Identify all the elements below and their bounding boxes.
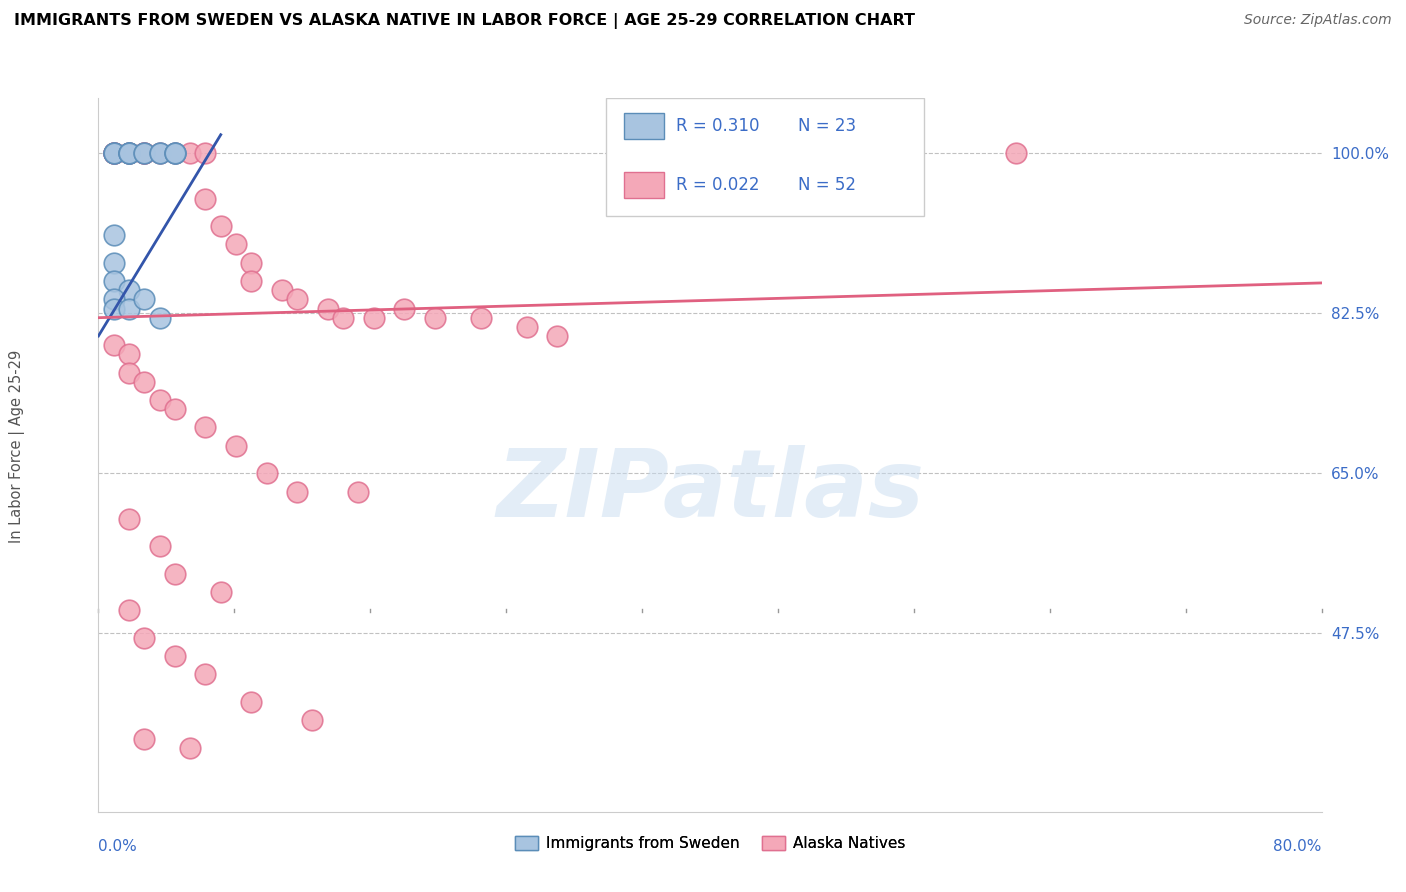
FancyBboxPatch shape xyxy=(624,172,664,198)
Point xyxy=(163,146,186,161)
Point xyxy=(316,301,339,316)
FancyBboxPatch shape xyxy=(606,98,924,216)
Point xyxy=(240,274,263,288)
Point xyxy=(163,402,186,417)
Point xyxy=(270,283,292,297)
Point xyxy=(118,347,141,361)
Point xyxy=(256,467,278,481)
Point xyxy=(301,713,323,727)
Point xyxy=(209,219,232,234)
Point xyxy=(134,146,156,161)
Point xyxy=(347,484,370,499)
Text: N = 23: N = 23 xyxy=(799,117,856,135)
Point xyxy=(179,146,201,161)
Text: Source: ZipAtlas.com: Source: ZipAtlas.com xyxy=(1244,13,1392,28)
Point xyxy=(240,256,263,270)
Point xyxy=(423,310,446,325)
Point xyxy=(118,146,141,161)
Point xyxy=(103,301,125,316)
Point xyxy=(285,293,308,307)
Text: ZIPatlas: ZIPatlas xyxy=(496,444,924,537)
Point xyxy=(194,192,217,206)
Legend: Immigrants from Sweden, Alaska Natives: Immigrants from Sweden, Alaska Natives xyxy=(509,830,911,857)
Point xyxy=(149,146,172,161)
Point xyxy=(149,392,172,407)
Point xyxy=(118,512,141,526)
Point xyxy=(118,603,141,617)
Point xyxy=(194,667,217,681)
Point xyxy=(163,146,186,161)
Point xyxy=(179,740,201,755)
Point xyxy=(134,146,156,161)
Point xyxy=(470,310,492,325)
Point xyxy=(103,256,125,270)
Point xyxy=(149,146,172,161)
Point xyxy=(118,283,141,297)
Point xyxy=(546,329,568,343)
Point xyxy=(118,146,141,161)
Point xyxy=(134,631,156,645)
Text: 80.0%: 80.0% xyxy=(1274,839,1322,854)
Point xyxy=(134,146,156,161)
Text: In Labor Force | Age 25-29: In Labor Force | Age 25-29 xyxy=(8,350,25,542)
Point xyxy=(118,301,141,316)
Point xyxy=(134,375,156,389)
Point xyxy=(163,566,186,581)
Point xyxy=(134,293,156,307)
Point xyxy=(149,146,172,161)
Point xyxy=(103,228,125,243)
Point xyxy=(149,540,172,554)
Text: R = 0.022: R = 0.022 xyxy=(676,177,759,194)
Point xyxy=(134,146,156,161)
Point xyxy=(134,146,156,161)
Point xyxy=(163,146,186,161)
Text: N = 52: N = 52 xyxy=(799,177,856,194)
Point xyxy=(163,649,186,664)
Text: R = 0.310: R = 0.310 xyxy=(676,117,759,135)
Point xyxy=(103,338,125,352)
Point xyxy=(332,310,354,325)
Point xyxy=(118,146,141,161)
Point xyxy=(285,484,308,499)
Point xyxy=(134,731,156,746)
Point xyxy=(1004,146,1026,161)
Point xyxy=(103,146,125,161)
Point xyxy=(194,420,217,434)
Text: 0.0%: 0.0% xyxy=(98,839,138,854)
Point xyxy=(363,310,385,325)
Point xyxy=(194,146,217,161)
Point xyxy=(240,695,263,709)
Point xyxy=(103,146,125,161)
Point xyxy=(118,146,141,161)
Point xyxy=(103,274,125,288)
Text: IMMIGRANTS FROM SWEDEN VS ALASKA NATIVE IN LABOR FORCE | AGE 25-29 CORRELATION C: IMMIGRANTS FROM SWEDEN VS ALASKA NATIVE … xyxy=(14,13,915,29)
Point xyxy=(209,585,232,599)
Point xyxy=(225,439,247,453)
Point xyxy=(392,301,416,316)
Point xyxy=(103,146,125,161)
Point xyxy=(149,310,172,325)
Point xyxy=(103,146,125,161)
Point xyxy=(118,146,141,161)
Point xyxy=(118,366,141,380)
Point xyxy=(103,293,125,307)
Point xyxy=(118,146,141,161)
Point xyxy=(163,146,186,161)
Point xyxy=(103,146,125,161)
Point xyxy=(516,319,538,334)
FancyBboxPatch shape xyxy=(624,113,664,139)
Point xyxy=(103,146,125,161)
Point xyxy=(225,237,247,252)
Point xyxy=(103,146,125,161)
